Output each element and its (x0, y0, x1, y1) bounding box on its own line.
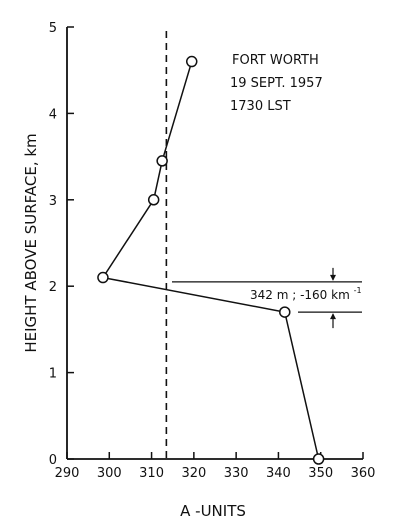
y-tick-label: 3 (49, 194, 57, 209)
x-tick-label: 330 (224, 466, 249, 481)
data-point (312, 453, 325, 465)
data-point (279, 306, 291, 318)
x-tick-label: 290 (55, 466, 80, 481)
axes (66, 27, 363, 460)
y-axis-label: HEIGHT ABOVE SURFACE, km (22, 133, 40, 352)
series-line (101, 61, 320, 460)
y-tick-label: 0 (49, 453, 57, 468)
x-tick-label: 340 (266, 466, 291, 481)
y-tick-label: 1 (49, 367, 57, 382)
y-tick-label: 5 (49, 21, 57, 36)
x-tick-label: 360 (351, 466, 376, 481)
y-tick-label: 2 (49, 280, 57, 295)
series (97, 55, 325, 465)
x-tick-label: 320 (181, 466, 206, 481)
layer-annotation-superscript: -1 (354, 286, 362, 295)
y-tick-label: 4 (49, 107, 57, 122)
x-axis-label: A -UNITS (180, 502, 246, 520)
title-line-1: FORT WORTH (232, 53, 319, 68)
data-point (147, 194, 160, 206)
data-point (97, 271, 109, 284)
layer-thickness-marker (172, 267, 362, 329)
ticks: 290 300 310 320 330 340 350 360 0 1 2 3 4 5 (49, 21, 376, 481)
title-line-2: 19 SEPT. 1957 (230, 76, 323, 91)
layer-annotation-text: 342 m ; -160 km (250, 288, 350, 302)
data-point (185, 55, 198, 68)
layer-annotation: 342 m ; -160 km -1 (250, 286, 362, 302)
x-tick-label: 350 (308, 466, 333, 481)
x-tick-label: 300 (97, 466, 122, 481)
layer-bottom-arrowhead (330, 313, 336, 320)
layer-top-arrowhead (330, 274, 336, 281)
x-tick-label: 310 (139, 466, 164, 481)
data-point (156, 155, 168, 167)
title-line-3: 1730 LST (230, 99, 291, 114)
